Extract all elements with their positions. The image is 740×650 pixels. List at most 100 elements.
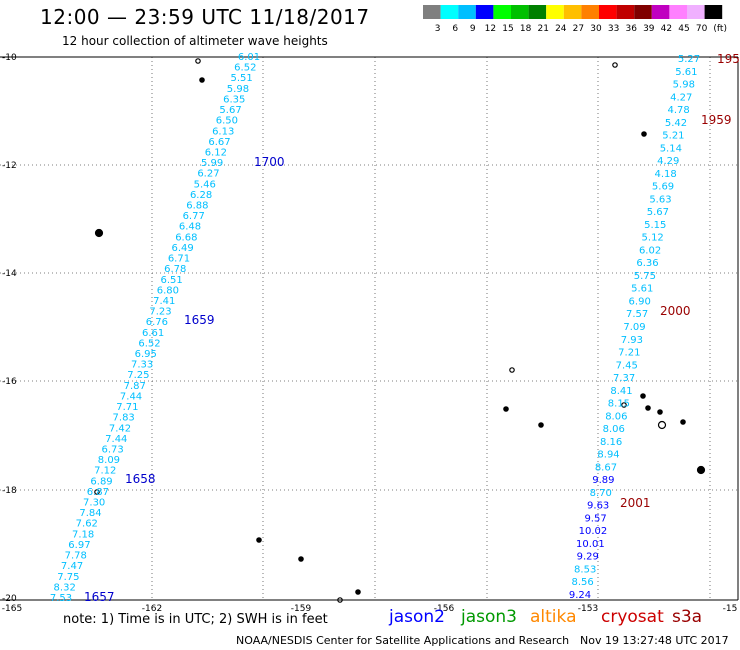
island-marker xyxy=(645,405,651,411)
x-tick-label: -162 xyxy=(142,604,162,614)
wave-height-label: 5.14 xyxy=(660,143,682,154)
time-label: 1959 xyxy=(701,113,732,127)
color-scale-label: 6 xyxy=(452,24,458,34)
color-swatch xyxy=(599,5,617,19)
map-grid xyxy=(0,57,738,600)
credit-line: NOAA/NESDIS Center for Satellite Applica… xyxy=(236,634,570,647)
time-label: 195 xyxy=(717,52,740,66)
wave-height-label: 6.49 xyxy=(172,243,194,254)
wave-height-label: 5.63 xyxy=(649,194,671,205)
wave-height-label: 8.09 xyxy=(98,455,120,466)
y-tick-label: -20 xyxy=(2,594,17,604)
wave-height-label: 6.27 xyxy=(197,169,219,180)
island-marker xyxy=(680,419,686,425)
wave-height-label: 7.41 xyxy=(153,296,175,307)
units-note: note: 1) Time is in UTC; 2) SWH is in fe… xyxy=(63,612,328,627)
x-tick-label: -153 xyxy=(578,604,598,614)
wave-height-label: 7.18 xyxy=(72,529,94,540)
wave-height-label: 7.25 xyxy=(127,370,149,381)
wave-height-label: 6.78 xyxy=(164,264,186,275)
color-swatch xyxy=(651,5,670,19)
wave-height-label: 6.28 xyxy=(190,190,212,201)
wave-height-label: 5.51 xyxy=(230,73,252,84)
island-marker xyxy=(657,420,667,430)
color-scale-label: (ft) xyxy=(713,24,727,34)
wave-height-label: 6.80 xyxy=(157,285,179,296)
color-scale-label: 9 xyxy=(470,24,476,34)
wave-height-label: 5.21 xyxy=(662,131,684,142)
wave-height-label: 6.76 xyxy=(146,317,168,328)
wave-height-label: 5.75 xyxy=(634,271,656,282)
west-track: 6.016.525.515.986.355.676.506.136.676.12… xyxy=(50,52,285,604)
wave-height-label: 9.89 xyxy=(592,475,614,486)
wave-height-label: 7.93 xyxy=(621,335,643,346)
wave-height-label: 6.48 xyxy=(179,222,201,233)
y-tick-label: -10 xyxy=(2,53,17,63)
island-marker xyxy=(199,77,205,83)
island-marker xyxy=(640,393,646,399)
island-marker xyxy=(509,367,515,373)
color-swatch xyxy=(475,5,494,19)
x-axis-ticks: -165 -162 -159 -156 -153 -15 xyxy=(2,604,738,614)
color-scale-label: 70 xyxy=(696,24,708,34)
wave-height-label: 7.42 xyxy=(109,423,131,434)
island-marker xyxy=(256,537,262,543)
color-swatch xyxy=(669,5,687,19)
color-swatch xyxy=(458,5,476,19)
wave-height-label: 7.45 xyxy=(616,360,638,371)
wave-height-label: 7.44 xyxy=(105,434,127,445)
x-tick-label: -15 xyxy=(723,604,738,614)
wave-height-label: 5.27 xyxy=(678,54,700,65)
color-swatch xyxy=(440,5,459,19)
color-swatch xyxy=(546,5,564,19)
wave-height-label: 5.46 xyxy=(194,179,216,190)
color-swatch xyxy=(704,5,723,19)
color-swatch xyxy=(493,5,511,19)
wave-height-label: 6.50 xyxy=(216,116,238,127)
color-swatch xyxy=(616,5,635,19)
wave-height-label: 7.30 xyxy=(83,498,105,509)
color-scale-label: 24 xyxy=(555,24,567,34)
wave-height-label: 5.98 xyxy=(673,80,695,91)
wave-height-label: 5.61 xyxy=(631,284,653,295)
wave-height-label: 4.29 xyxy=(657,156,679,167)
wave-height-label: 7.75 xyxy=(57,572,79,583)
wave-height-label: 6.61 xyxy=(142,328,164,339)
x-tick-label: -159 xyxy=(291,604,312,614)
page-subtitle: 12 hour collection of altimeter wave hei… xyxy=(62,34,328,48)
wave-height-label: 8.15 xyxy=(608,399,630,410)
wave-height-label: 7.71 xyxy=(116,402,138,413)
color-swatch xyxy=(687,5,705,19)
island-marker xyxy=(657,409,663,415)
color-scale-label: 36 xyxy=(625,24,637,34)
color-scale-label: 21 xyxy=(537,24,548,34)
wave-height-label: 7.12 xyxy=(94,466,116,477)
y-axis-ticks: -10 -12 -14 -16 -18 -20 xyxy=(2,53,17,604)
color-swatch xyxy=(634,5,652,19)
wave-height-label: 6.68 xyxy=(175,232,197,243)
wave-height-label: 9.63 xyxy=(587,501,609,512)
wave-height-label: 10.01 xyxy=(576,539,605,550)
color-scale-legend: 3 6 9 12 15 18 21 24 27 30 33 36 39 42 45 70 (ft) xyxy=(423,5,727,34)
color-scale-label: 3 xyxy=(435,24,441,34)
wave-height-label: 8.53 xyxy=(574,564,596,575)
wave-height-label: 4.27 xyxy=(670,92,692,103)
wave-height-label: 4.78 xyxy=(667,105,689,116)
color-scale-label: 27 xyxy=(573,24,584,34)
wave-height-label: 5.67 xyxy=(647,207,669,218)
island-marker xyxy=(94,489,100,495)
wave-height-label: 7.47 xyxy=(61,561,83,572)
wave-height-label: 7.83 xyxy=(113,413,135,424)
wave-height-label: 7.84 xyxy=(79,508,101,519)
legend-jason2: jason2 xyxy=(389,607,445,627)
wave-height-label: 9.57 xyxy=(584,513,606,524)
color-swatch xyxy=(528,5,547,19)
island-marker xyxy=(538,422,544,428)
wave-height-label: 6.88 xyxy=(186,201,208,212)
wave-height-label: 6.36 xyxy=(636,258,658,269)
wave-height-label: 6.01 xyxy=(238,52,260,63)
y-tick-label: -18 xyxy=(2,486,17,496)
island-marker xyxy=(195,58,201,64)
legend-cryosat: cryosat xyxy=(601,607,664,627)
